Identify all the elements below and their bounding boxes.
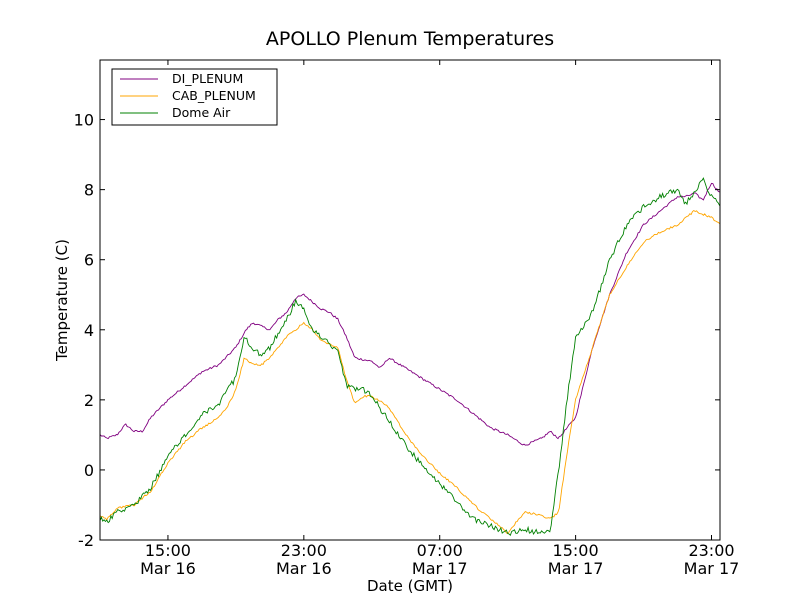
y-tick-label: 4 <box>84 321 94 340</box>
y-axis-label: Temperature (C) <box>53 239 71 362</box>
series-line-di-plenum <box>99 182 720 446</box>
x-tick-label-time: 15:00 <box>145 541 191 560</box>
y-tick-label: 10 <box>74 111 94 130</box>
y-tick-label: 0 <box>84 461 94 480</box>
chart-title: APOLLO Plenum Temperatures <box>266 28 554 50</box>
legend: DI_PLENUM CAB_PLENUM Dome Air <box>111 68 278 126</box>
x-tick-label-date: Mar 16 <box>140 559 196 578</box>
legend-label-dome-air: Dome Air <box>172 105 231 120</box>
y-tick-label: -2 <box>78 531 94 550</box>
y-tick-label: 8 <box>84 181 94 200</box>
series-line-cab-plenum <box>99 209 720 535</box>
plot-background <box>100 60 720 540</box>
legend-box <box>111 68 278 126</box>
series-line-dome-air <box>99 177 721 536</box>
y-tick-label: 6 <box>84 251 94 270</box>
x-tick-label-date: Mar 16 <box>276 559 332 578</box>
x-tick-label-time: 23:00 <box>281 541 327 560</box>
plot-frame <box>99 59 721 541</box>
legend-label-cab-plenum: CAB_PLENUM <box>172 88 256 103</box>
x-tick-label-time: 23:00 <box>688 541 734 560</box>
y-tick-label: 2 <box>84 391 94 410</box>
legend-label-di-plenum: DI_PLENUM <box>172 71 243 86</box>
x-tick-label-time: 15:00 <box>553 541 599 560</box>
x-tick-label-date: Mar 17 <box>412 559 468 578</box>
series-layer <box>99 177 721 536</box>
x-tick-label-date: Mar 17 <box>548 559 604 578</box>
x-tick-label-time: 07:00 <box>417 541 463 560</box>
x-axis-label: Date (GMT) <box>367 577 453 595</box>
x-tick-label-date: Mar 17 <box>684 559 740 578</box>
